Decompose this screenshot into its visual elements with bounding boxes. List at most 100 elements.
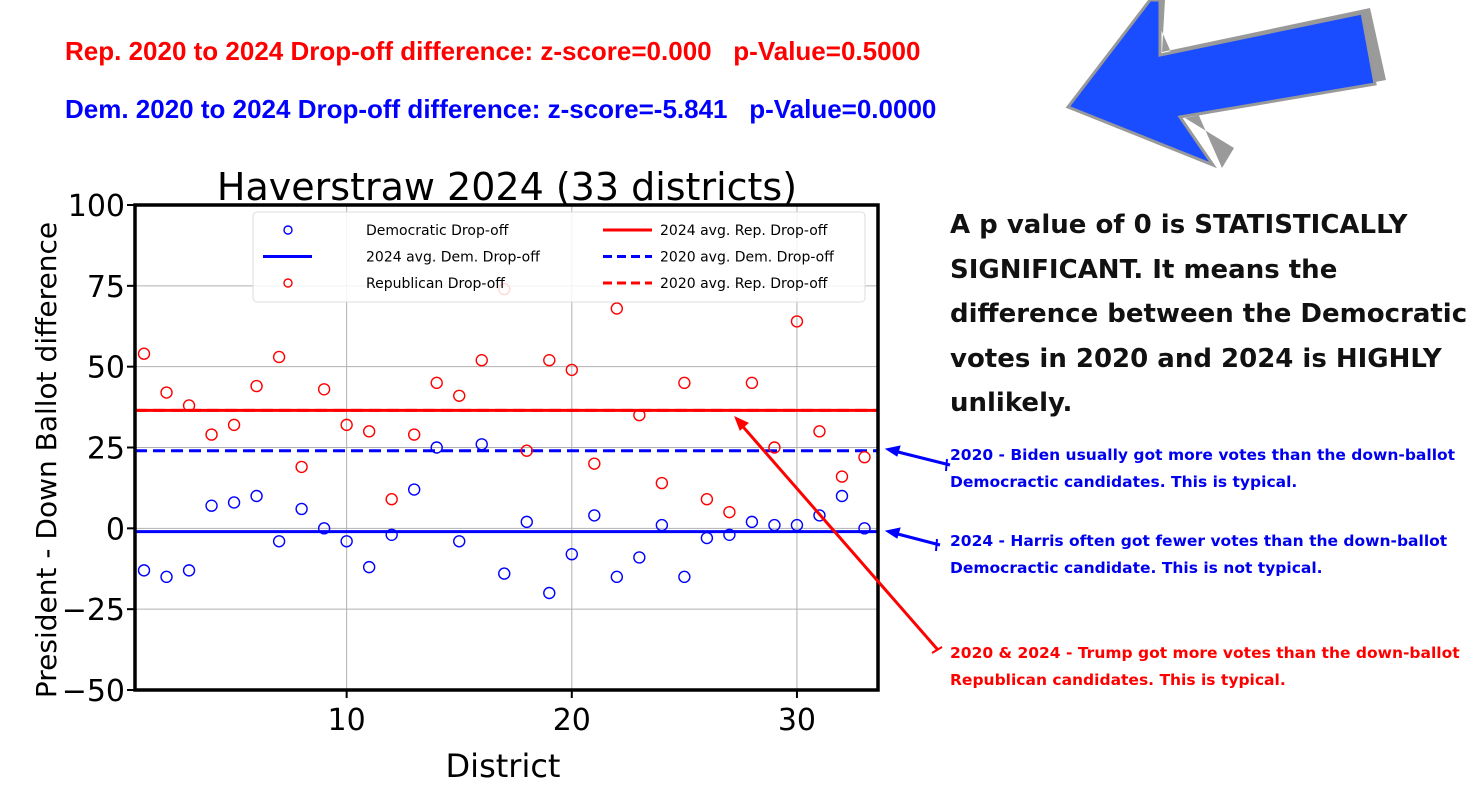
rep-point <box>768 441 781 454</box>
rep-point <box>835 470 849 483</box>
legend-marker <box>283 278 293 288</box>
y-tick-label: 75 <box>87 270 125 305</box>
dem-point <box>317 522 331 535</box>
rep-point <box>678 376 691 390</box>
dem-point <box>700 531 714 545</box>
rep-point <box>588 457 601 470</box>
rep-point <box>453 389 466 402</box>
rep-point <box>520 444 533 457</box>
rep-point <box>317 383 331 396</box>
legend-label: 2020 avg. Rep. Drop-off <box>660 276 828 292</box>
annotation-arrows <box>734 416 951 654</box>
dem-point <box>678 570 691 584</box>
dem-point <box>205 499 218 512</box>
chart-title: Haverstraw 2024 (33 districts) <box>217 165 797 209</box>
legend-marker <box>283 225 293 235</box>
dem-point <box>520 515 533 529</box>
dem-point <box>272 535 286 548</box>
arrow-2020-dem <box>889 448 951 467</box>
rep-point <box>340 418 353 432</box>
arrow-tail-tick <box>945 458 948 472</box>
dem-point <box>543 586 556 600</box>
arrowhead-2020-dem <box>884 445 901 457</box>
x-tick-label: 10 <box>328 703 366 738</box>
dem-point <box>160 570 173 584</box>
rep-point <box>655 476 669 490</box>
dem-point <box>137 564 151 577</box>
rep-point <box>858 451 871 464</box>
dem-point <box>498 567 511 580</box>
legend-label: Republican Drop-off <box>366 276 505 292</box>
dem-point <box>610 570 624 584</box>
rep-point <box>295 460 308 474</box>
dem-point <box>835 489 849 503</box>
rep-point <box>250 379 263 393</box>
x-tick-label: 30 <box>778 703 816 738</box>
y-axis-label: President - Down Ballot difference <box>30 222 63 698</box>
dem-point <box>453 535 466 548</box>
rep-point <box>362 425 376 438</box>
rep-point <box>790 315 804 328</box>
dem-point <box>407 483 421 496</box>
arrow-tail-tick <box>935 538 938 552</box>
legend-box <box>252 211 866 303</box>
dem-stats-text: Dem. 2020 to 2024 Drop-off difference: z… <box>65 94 937 124</box>
rep-point <box>813 425 826 438</box>
dem-point <box>182 564 196 577</box>
dem-point <box>768 518 781 532</box>
dem-point <box>475 438 488 451</box>
legend-label: 2024 avg. Dem. Drop-off <box>366 250 540 266</box>
rep-point <box>227 418 241 432</box>
rep-point <box>407 428 421 441</box>
rep-point <box>565 363 578 377</box>
dem-point <box>430 441 443 454</box>
rep-point <box>745 376 759 390</box>
rep-point <box>475 354 488 367</box>
dem-point <box>362 560 376 574</box>
rep-point <box>182 399 196 412</box>
x-axis-label: District <box>446 747 561 785</box>
legend: Democratic Drop-off 2024 avg. Rep. Drop-o… <box>252 211 866 303</box>
annotation-2024-dem: 2024 - Harris often got fewer votes than… <box>950 532 1448 577</box>
y-tick-label: −50 <box>62 674 125 709</box>
dem-point <box>858 522 871 535</box>
annotation-2020-dem: 2020 - Biden usually got more votes than… <box>950 446 1456 491</box>
significance-note: A p value of 0 is STATISTICALLY SIGNIFIC… <box>950 210 1468 418</box>
annotation-rep: 2020 & 2024 - Trump got more votes than … <box>950 644 1460 689</box>
rep-point <box>543 354 556 367</box>
dem-point <box>227 496 241 509</box>
rep-point <box>700 493 714 506</box>
dem-point <box>723 528 736 541</box>
legend-label: 2020 avg. Dem. Drop-off <box>660 250 834 266</box>
rep-point <box>610 302 624 315</box>
dem-point <box>813 509 826 522</box>
rep-point <box>723 505 736 519</box>
dem-point <box>295 502 308 516</box>
arrow-tail-tick <box>931 646 943 654</box>
dem-point <box>588 509 601 522</box>
rep-stats-text: Rep. 2020 to 2024 Drop-off difference: z… <box>65 36 921 66</box>
dem-point <box>250 489 263 503</box>
rep-point <box>160 386 173 399</box>
dem-point <box>745 515 759 529</box>
arrow-rep <box>736 420 940 651</box>
arrowhead-2024-dem <box>884 527 901 539</box>
dem-point <box>340 535 353 548</box>
dem-point <box>385 528 398 541</box>
rep-point <box>137 347 151 360</box>
legend-label: 2024 avg. Rep. Drop-off <box>660 223 828 239</box>
legend-label: Democratic Drop-off <box>366 223 509 239</box>
y-tick-label: 50 <box>87 351 125 386</box>
rep-point <box>633 408 646 422</box>
y-tick-label: −25 <box>62 593 125 628</box>
rep-point <box>430 376 443 390</box>
rep-point <box>205 428 218 441</box>
y-tick-label: 100 <box>68 189 125 224</box>
rep-point <box>385 493 398 506</box>
x-tick-label: 20 <box>553 703 591 738</box>
dem-point <box>790 518 804 532</box>
dem-point <box>633 551 646 564</box>
arrowhead-rep <box>734 416 749 431</box>
y-tick-label: 25 <box>87 432 125 467</box>
